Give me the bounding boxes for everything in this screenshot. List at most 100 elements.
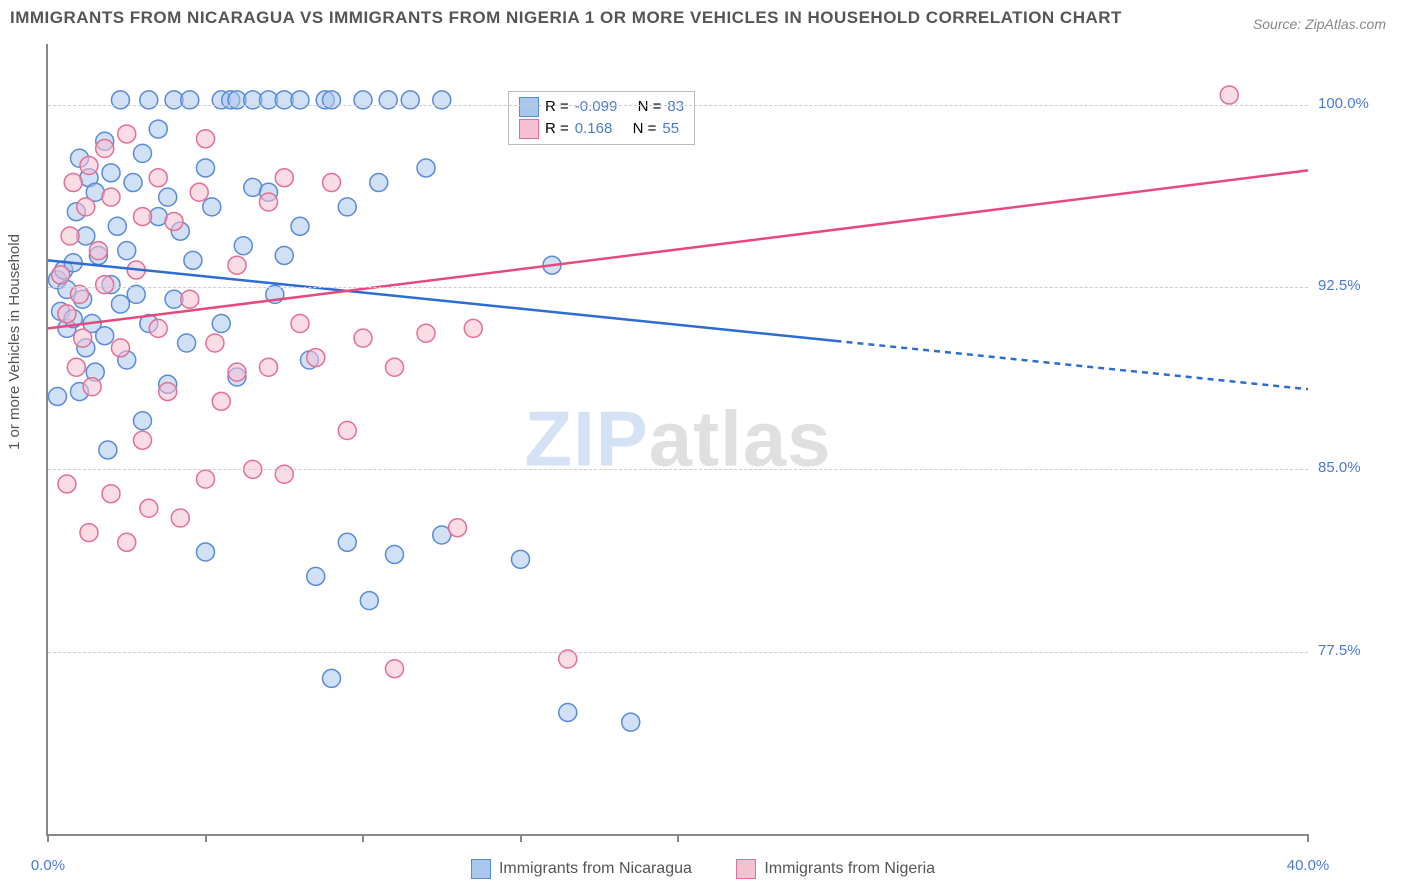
data-point bbox=[291, 315, 309, 333]
data-point bbox=[52, 266, 70, 284]
data-point bbox=[80, 157, 98, 175]
data-point bbox=[291, 91, 309, 109]
data-point bbox=[291, 217, 309, 235]
data-point bbox=[323, 174, 341, 192]
data-point bbox=[197, 543, 215, 561]
data-point bbox=[559, 703, 577, 721]
data-point bbox=[386, 545, 404, 563]
data-point bbox=[99, 441, 117, 459]
data-point bbox=[140, 499, 158, 517]
data-point bbox=[134, 412, 152, 430]
r-value-1: 0.168 bbox=[575, 118, 613, 140]
data-point bbox=[234, 237, 252, 255]
data-point bbox=[464, 319, 482, 337]
data-point bbox=[74, 329, 92, 347]
data-point bbox=[184, 251, 202, 269]
data-point bbox=[338, 198, 356, 216]
data-point bbox=[386, 358, 404, 376]
data-point bbox=[323, 91, 341, 109]
data-point bbox=[386, 660, 404, 678]
data-point bbox=[159, 383, 177, 401]
data-point bbox=[140, 91, 158, 109]
data-point bbox=[275, 169, 293, 187]
data-point bbox=[102, 164, 120, 182]
data-point bbox=[212, 392, 230, 410]
r-value-0: -0.099 bbox=[575, 96, 618, 118]
data-point bbox=[111, 91, 129, 109]
data-point bbox=[71, 285, 89, 303]
y-axis-label: 1 or more Vehicles in Household bbox=[6, 234, 23, 450]
swatch-bottom-0 bbox=[471, 859, 491, 879]
data-point bbox=[323, 669, 341, 687]
data-point bbox=[124, 174, 142, 192]
data-point bbox=[354, 329, 372, 347]
legend-bottom: Immigrants from Nicaragua Immigrants fro… bbox=[0, 859, 1406, 884]
data-point bbox=[48, 387, 66, 405]
data-point bbox=[512, 550, 530, 568]
data-point bbox=[178, 334, 196, 352]
data-point bbox=[370, 174, 388, 192]
data-point bbox=[58, 475, 76, 493]
data-point bbox=[203, 198, 221, 216]
y-tick-label: 92.5% bbox=[1318, 277, 1388, 294]
data-point bbox=[171, 509, 189, 527]
swatch-bottom-1 bbox=[736, 859, 756, 879]
data-point bbox=[96, 140, 114, 158]
source-attribution: Source: ZipAtlas.com bbox=[1253, 16, 1386, 32]
y-tick-label: 85.0% bbox=[1318, 459, 1388, 476]
data-point bbox=[212, 315, 230, 333]
data-point bbox=[275, 246, 293, 264]
swatch-series-1 bbox=[519, 119, 539, 139]
data-point bbox=[83, 378, 101, 396]
data-point bbox=[1220, 86, 1238, 104]
data-point bbox=[134, 208, 152, 226]
data-point bbox=[134, 431, 152, 449]
data-point bbox=[64, 174, 82, 192]
data-point bbox=[206, 334, 224, 352]
data-point bbox=[449, 519, 467, 537]
data-point bbox=[111, 339, 129, 357]
data-point bbox=[622, 713, 640, 731]
data-point bbox=[96, 276, 114, 294]
data-point bbox=[417, 159, 435, 177]
data-point bbox=[96, 327, 114, 345]
legend-item-1: Immigrants from Nigeria bbox=[736, 859, 935, 879]
plot-area: ZIPatlas R = -0.099 N = 83 R = 0.168 N =… bbox=[46, 44, 1308, 836]
data-point bbox=[260, 193, 278, 211]
data-point bbox=[61, 227, 79, 245]
data-point bbox=[360, 592, 378, 610]
data-point bbox=[275, 465, 293, 483]
data-point bbox=[338, 421, 356, 439]
data-point bbox=[228, 363, 246, 381]
legend-stats: R = -0.099 N = 83 R = 0.168 N = 55 bbox=[508, 91, 695, 145]
data-point bbox=[159, 188, 177, 206]
data-point bbox=[134, 144, 152, 162]
legend-stats-row-0: R = -0.099 N = 83 bbox=[519, 96, 684, 118]
data-point bbox=[77, 198, 95, 216]
data-point bbox=[307, 349, 325, 367]
data-point bbox=[228, 256, 246, 274]
data-point bbox=[67, 358, 85, 376]
data-point bbox=[401, 91, 419, 109]
data-point bbox=[197, 159, 215, 177]
data-point bbox=[338, 533, 356, 551]
data-point bbox=[181, 91, 199, 109]
data-point bbox=[58, 305, 76, 323]
data-point bbox=[417, 324, 435, 342]
swatch-series-0 bbox=[519, 97, 539, 117]
legend-item-0: Immigrants from Nicaragua bbox=[471, 859, 692, 879]
y-tick-label: 100.0% bbox=[1318, 95, 1388, 112]
data-point bbox=[149, 120, 167, 138]
data-point bbox=[102, 188, 120, 206]
data-point bbox=[190, 183, 208, 201]
data-point bbox=[197, 130, 215, 148]
data-point bbox=[307, 567, 325, 585]
n-value-1: 55 bbox=[662, 118, 679, 140]
data-point bbox=[149, 169, 167, 187]
data-point bbox=[260, 358, 278, 376]
regression-line-extrapolated bbox=[836, 341, 1309, 389]
data-point bbox=[197, 470, 215, 488]
data-point bbox=[108, 217, 126, 235]
legend-stats-row-1: R = 0.168 N = 55 bbox=[519, 118, 684, 140]
chart-title: IMMIGRANTS FROM NICARAGUA VS IMMIGRANTS … bbox=[10, 8, 1122, 28]
